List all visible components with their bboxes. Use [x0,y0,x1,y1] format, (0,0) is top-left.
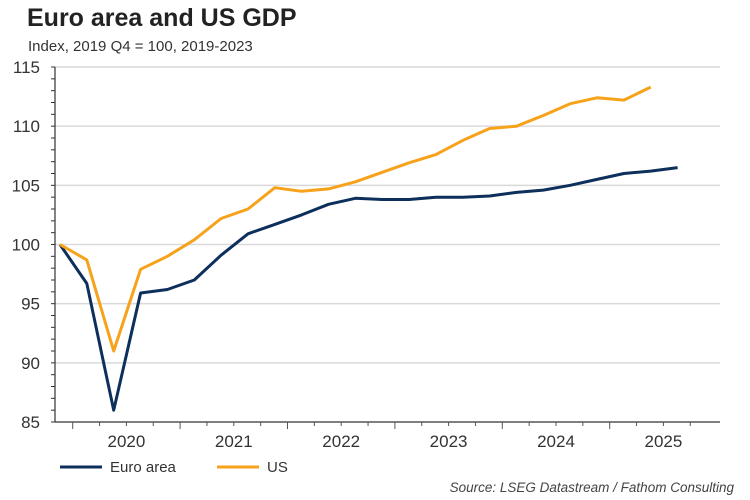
x-tick-label: 2021 [215,432,253,451]
y-tick-label: 115 [13,58,40,77]
x-tick-label: 2020 [107,432,145,451]
x-axis: 2020 2021 2022 2023 2024 2025 [55,421,720,451]
x-tick-label: 2022 [322,432,360,451]
y-tick-label: 105 [12,176,40,195]
chart-subtitle: Index, 2019 Q4 = 100, 2019-2023 [28,38,253,55]
x-tick-label: 2025 [644,432,682,451]
gridlines [55,66,720,364]
x-tick-label: 2023 [430,432,468,451]
series-line-euro-area [58,166,678,412]
y-axis: 85 90 95 100 105 110 115 [12,58,56,432]
legend-label: Euro area [110,459,177,476]
source-note: Source: LSEG Datastream / Fathom Consult… [449,480,734,495]
y-tick-label: 90 [21,354,40,373]
y-tick-label: 95 [21,295,40,314]
x-tick-label: 2024 [537,432,575,451]
series-lines [58,85,678,412]
y-tick-label: 110 [13,117,40,136]
series-line-us [59,85,652,353]
legend-label: US [267,459,288,476]
legend: Euro area US [60,459,288,476]
y-tick-label: 85 [21,413,40,432]
y-tick-label: 100 [12,236,40,255]
chart-title: Euro area and US GDP [27,4,297,32]
